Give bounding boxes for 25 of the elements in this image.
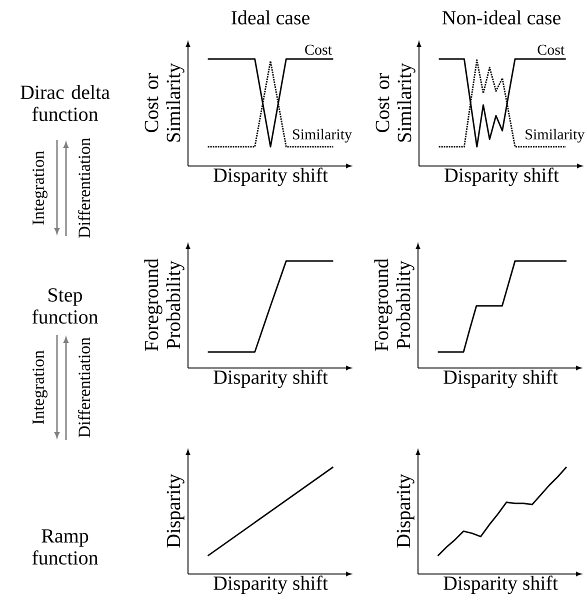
text: Step function [32,288,98,324]
text: Ramp function [32,529,98,565]
series-label: Similarity [293,128,352,143]
x-axis-title: Disparity shift [444,576,558,594]
y-axis-title: Foreground Probability [374,258,414,352]
x-axis-title: Disparity shift [444,370,558,388]
text: Differentiation [78,138,90,238]
y-axis-title: Disparity [166,474,184,548]
text: Dirac delta function [20,84,110,122]
text: Integration [32,150,48,225]
x-axis-title: Disparity shift [214,370,328,388]
chart-title: Ideal case [232,10,310,24]
text: Differentiation [78,337,90,438]
chart-title: Non-ideal case [442,10,560,24]
series-label: Cost [305,44,332,55]
y-axis-title: Cost or Similarity [144,63,184,142]
y-axis-title: Cost or Similarity [376,63,416,142]
y-axis-title: Foreground Probability [144,258,184,352]
y-axis-title: Disparity [396,474,414,548]
text: Integration [32,350,48,424]
x-axis-title: Disparity shift [214,576,328,594]
series-label: Cost [538,44,565,55]
x-axis-title: Disparity shift [444,168,559,186]
series-label: Similarity [526,128,585,143]
x-axis-title: Disparity shift [214,168,328,186]
